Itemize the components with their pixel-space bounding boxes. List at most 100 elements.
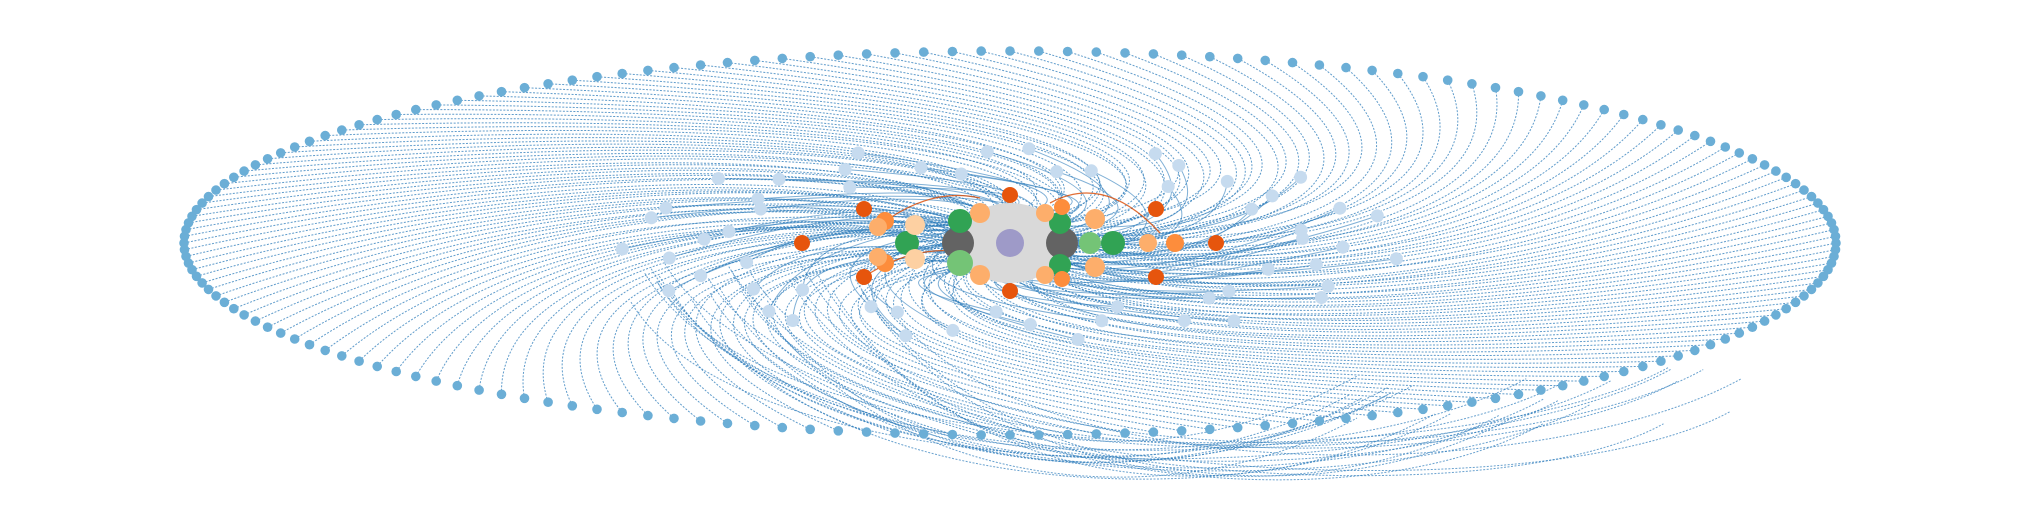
middle-ring-node: [838, 163, 852, 176]
outer-edge: [479, 95, 1063, 254]
outer-edge: [244, 149, 1005, 225]
outer-ring-node: [1759, 160, 1770, 170]
highlight-edge: [1049, 192, 1161, 234]
outer-ring-node: [1557, 95, 1568, 106]
outer-ring-node: [890, 48, 900, 58]
outer-edge: [233, 153, 995, 245]
outer-ring-node: [474, 385, 484, 395]
outer-edge: [1003, 243, 1835, 311]
outer-ring-node: [777, 422, 788, 433]
middle-ring-node: [989, 305, 1003, 319]
outer-edge: [743, 255, 1006, 435]
outer-ring-node: [431, 376, 442, 386]
outer-ring-node: [1771, 310, 1781, 320]
dark-orange-node: [1002, 187, 1018, 203]
middle-ring-node: [751, 192, 765, 206]
outer-edge: [1021, 196, 1812, 287]
outer-ring-node: [1490, 82, 1501, 93]
outer-ring-node: [262, 322, 273, 333]
outer-ring-node: [617, 407, 627, 418]
middle-ring-node: [1172, 159, 1186, 172]
middle-ring-node: [843, 180, 857, 194]
outer-edge: [377, 118, 1071, 247]
outer-edge: [561, 235, 988, 407]
outer-edge: [208, 162, 1009, 263]
outer-ring-node: [1287, 57, 1298, 68]
outer-edge: [642, 224, 976, 422]
middle-ring-node: [694, 269, 708, 283]
outer-edge: [188, 173, 1037, 255]
outer-ring-node: [191, 204, 202, 215]
dark-orange-node: [794, 235, 810, 251]
green-node: [948, 209, 972, 233]
middle-ring-node: [722, 225, 736, 238]
middle-ring-node: [980, 145, 994, 159]
outer-ring-node: [1830, 231, 1841, 242]
outer-ring-node: [496, 86, 507, 97]
orange-node: [1054, 199, 1070, 215]
middle-ring-node: [697, 232, 711, 246]
long-arc-edge: [861, 289, 1501, 477]
outer-edge: [596, 76, 1101, 253]
outer-ring-node: [211, 291, 221, 301]
outer-edge: [894, 52, 1205, 263]
middle-ring-node: [1265, 189, 1279, 203]
middle-ring-node: [890, 305, 904, 319]
outer-ring-node: [1813, 198, 1823, 208]
outer-ring-node: [203, 284, 214, 295]
long-arc-edge: [650, 268, 1413, 451]
orange-node: [970, 203, 990, 223]
outer-ring-node: [722, 418, 733, 429]
outer-ring-node: [1579, 376, 1589, 386]
outer-edge: [799, 252, 1068, 435]
outer-ring-node: [262, 154, 273, 164]
dark-orange-node: [856, 201, 872, 217]
outer-ring-node: [1513, 389, 1524, 400]
orange-node: [869, 248, 887, 266]
peach-node: [905, 215, 925, 235]
long-arc-edge: [818, 275, 1363, 461]
outer-ring-node: [1091, 47, 1102, 57]
outer-edge: [1023, 202, 1819, 291]
outer-ring-node: [519, 82, 530, 93]
middle-ring-node: [1084, 164, 1098, 178]
outer-edge: [201, 197, 1007, 284]
middle-ring-node: [1071, 333, 1085, 346]
outer-ring-node: [643, 410, 653, 421]
outer-ring-node: [1790, 297, 1801, 308]
outer-ring-node: [211, 185, 221, 195]
dark-orange-node: [856, 269, 872, 285]
outer-edge: [191, 169, 1011, 241]
outer-edge: [1019, 215, 1829, 295]
outer-ring-node: [1705, 339, 1716, 350]
long-arc-edge: [741, 290, 1672, 448]
long-arc-edge: [719, 287, 1389, 463]
outer-ring-node: [1599, 371, 1609, 382]
outer-ring-node: [1806, 191, 1817, 202]
long-arc-edge: [630, 301, 1612, 460]
green-node: [1049, 212, 1071, 234]
outer-edge: [987, 254, 1824, 320]
outer-edge: [255, 207, 1004, 322]
outer-ring-node: [1536, 385, 1546, 395]
outer-ring-node: [1656, 120, 1666, 130]
outer-ring-node: [1490, 393, 1501, 404]
middle-ring-node: [1309, 258, 1323, 272]
outer-edge: [1031, 261, 1776, 337]
outer-ring-node: [833, 426, 844, 436]
outer-ring-node: [1062, 46, 1073, 57]
middle-edge: [792, 258, 990, 321]
outer-ring-node: [1232, 53, 1243, 64]
outer-ring-node: [1720, 334, 1731, 344]
outer-edge: [885, 240, 1347, 419]
middle-ring-node: [762, 304, 776, 318]
outer-ring-node: [1806, 284, 1817, 295]
outer-ring-node: [229, 303, 239, 314]
middle-ring-node: [615, 242, 629, 256]
outer-ring-node: [1176, 426, 1187, 436]
outer-ring-node: [250, 160, 261, 170]
middle-ring-node: [1227, 314, 1241, 328]
outer-edge: [376, 226, 1006, 367]
outer-edge: [1057, 158, 1753, 280]
long-arc-edge: [880, 294, 1742, 456]
